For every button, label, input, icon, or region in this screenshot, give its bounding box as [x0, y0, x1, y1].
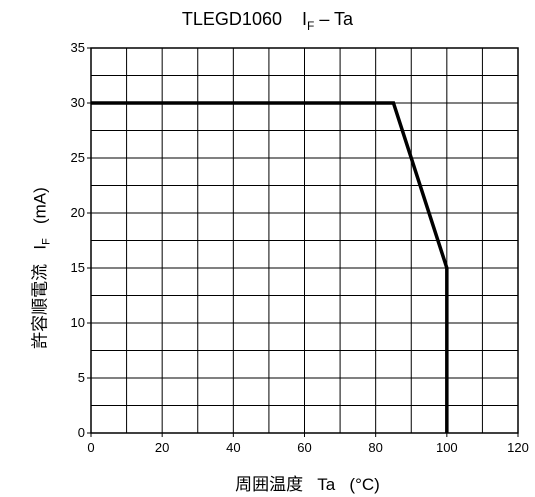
chart-title-symbol: I [302, 9, 308, 29]
x-tick-label: 120 [507, 440, 529, 455]
y-tick-label: 30 [71, 95, 85, 110]
y-axis-label-suffix: (mA) [30, 187, 50, 239]
y-tick-label: 15 [71, 260, 85, 275]
y-axis-label-main: 許容順電流 I [30, 244, 50, 349]
y-tick-label: 10 [71, 315, 85, 330]
y-tick-label: 0 [78, 425, 85, 440]
y-axis-label: 許容順電流 IF (mA) [26, 187, 53, 349]
y-tick-label: 25 [71, 150, 85, 165]
x-tick-label: 40 [226, 440, 240, 455]
x-axis-label: 周囲温度 Ta (°C) [235, 475, 380, 494]
x-tick-label: 80 [368, 440, 382, 455]
x-tick-label: 20 [155, 440, 169, 455]
y-tick-label: 35 [71, 40, 85, 55]
y-tick-label: 5 [78, 370, 85, 385]
chart-title-subscript: F [307, 19, 315, 33]
chart-title: TLEGD1060 IF – Ta [0, 9, 535, 33]
series-line [91, 101, 449, 433]
y-tick-label: 20 [71, 205, 85, 220]
chart-title-main: TLEGD1060 [181, 9, 282, 29]
chart-title-suffix: – Ta [314, 9, 354, 29]
x-tick-label: 60 [297, 440, 311, 455]
x-tick-label: 0 [87, 440, 94, 455]
y-axis-label-subscript: F [40, 238, 53, 245]
x-tick-label: 100 [436, 440, 458, 455]
